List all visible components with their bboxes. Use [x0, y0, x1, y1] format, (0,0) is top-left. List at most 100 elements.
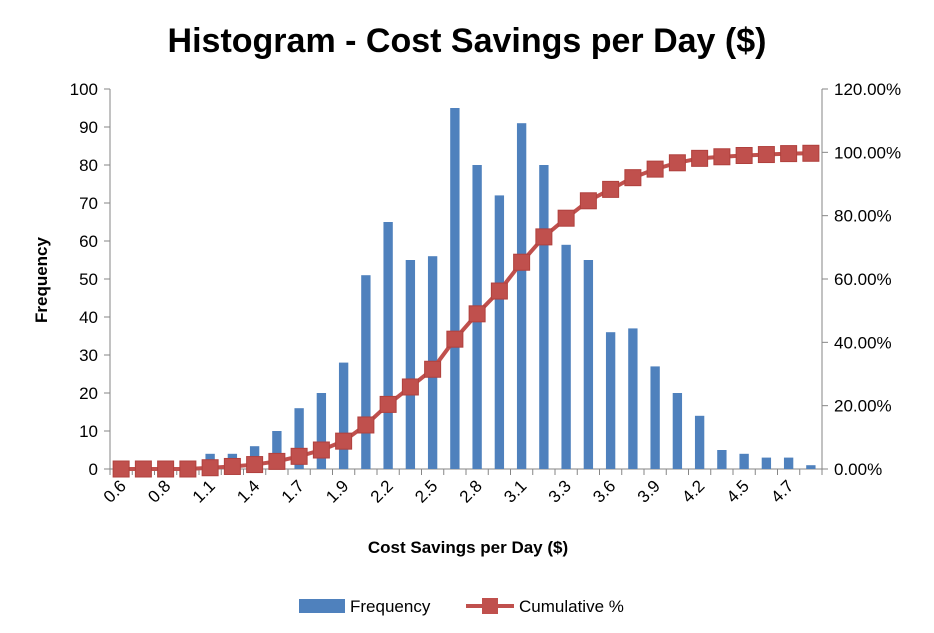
cumulative-line [121, 151, 811, 471]
frequency-bar [739, 453, 749, 469]
cumulative-point [468, 305, 486, 323]
y-left-tick-label: 80 [79, 156, 98, 175]
cumulative-point [513, 253, 531, 271]
frequency-bar [628, 328, 638, 469]
x-tick-label: 4.5 [723, 476, 753, 506]
y-right-tick-label: 20.00% [834, 397, 892, 416]
x-tick-label: 1.4 [233, 476, 263, 506]
y-right-tick-label: 60.00% [834, 270, 892, 289]
frequency-bar [316, 393, 327, 469]
cumulative-point [579, 192, 597, 210]
cumulative-point [490, 282, 508, 300]
cumulative-point [535, 228, 553, 246]
cumulative-point [802, 144, 820, 162]
y-left-tick-label: 60 [79, 232, 98, 251]
frequency-bar [583, 260, 594, 469]
cumulative-point [268, 452, 286, 470]
legend-label-frequency: Frequency [350, 597, 431, 616]
y-left-tick-label: 100 [70, 80, 98, 99]
y-left-tick-label: 40 [79, 308, 98, 327]
cumulative-point [335, 432, 353, 450]
frequency-bar [294, 408, 304, 469]
cumulative-point [646, 160, 664, 178]
x-tick-label: 3.6 [589, 476, 619, 506]
frequency-bar [650, 366, 660, 469]
x-tick-label: 1.7 [278, 476, 308, 506]
chart-title: Histogram - Cost Savings per Day ($) [168, 22, 767, 60]
y-left-tick-label: 90 [79, 118, 98, 137]
cumulative-point [446, 330, 464, 348]
cumulative-point [223, 457, 241, 475]
cumulative-point [668, 154, 686, 172]
x-tick-label: 4.2 [678, 476, 708, 506]
x-tick-label: 0.6 [100, 476, 130, 506]
cumulative-point [290, 447, 308, 465]
x-tick-label: 3.3 [545, 476, 575, 506]
frequency-bar [383, 222, 393, 469]
cumulative-point [112, 460, 130, 478]
x-tick-label: 1.9 [322, 476, 352, 506]
frequency-bar [761, 457, 772, 469]
y-right-tick-label: 120.00% [834, 80, 901, 99]
y-left-tick-label: 10 [79, 422, 98, 441]
cumulative-point [780, 145, 798, 163]
frequency-bar [539, 165, 549, 469]
legend-swatch-frequency [299, 599, 345, 613]
cumulative-point [602, 180, 620, 198]
cumulative-point [157, 460, 175, 478]
cumulative-point [379, 395, 397, 413]
frequency-bar [338, 362, 349, 469]
cumulative-point [557, 209, 575, 227]
frequency-bar [672, 393, 683, 469]
cumulative-point [424, 360, 442, 378]
x-tick-label: 3.1 [500, 476, 530, 506]
frequency-bar [516, 123, 527, 469]
frequency-bar [806, 465, 816, 469]
x-axis-title: Cost Savings per Day ($) [368, 538, 568, 557]
frequency-bar [783, 457, 794, 469]
y-right-tick-label: 0.00% [834, 460, 882, 479]
y-right-tick-label: 80.00% [834, 207, 892, 226]
frequency-bar [605, 332, 616, 469]
cumulative-point [134, 460, 152, 478]
cumulative-point [357, 416, 375, 434]
y-left-tick-label: 30 [79, 346, 98, 365]
frequency-bar [494, 195, 505, 469]
x-tick-label: 3.9 [634, 476, 664, 506]
x-tick-label: 0.8 [144, 476, 174, 506]
cumulative-point [757, 146, 775, 164]
y-right-tick-label: 40.00% [834, 333, 892, 352]
x-tick-label: 4.7 [767, 476, 797, 506]
cumulative-point [713, 148, 731, 166]
y-left-tick-label: 70 [79, 194, 98, 213]
cumulative-point [312, 441, 330, 459]
legend-swatch-cumulative-marker [482, 598, 498, 614]
y-right-tick-label: 100.00% [834, 143, 901, 162]
frequency-bar [694, 415, 705, 469]
frequency-bar [361, 275, 371, 469]
frequency-bar [450, 108, 460, 469]
cumulative-point [246, 456, 264, 474]
frequency-bar [405, 260, 416, 469]
frequency-bar [272, 431, 282, 469]
y-left-tick-label: 20 [79, 384, 98, 403]
plot-area: 0 10 20 30 40 50 60 70 80 90 100 0.00% 20.00% 40.00% 6… [70, 80, 902, 507]
x-tick-label: 2.5 [411, 476, 441, 506]
y-axis-title-left: Frequency [32, 236, 51, 323]
x-tick-label: 1.1 [189, 476, 219, 506]
y-left-tick-label: 0 [89, 460, 98, 479]
cumulative-point [179, 460, 197, 478]
legend: Frequency Cumulative % [299, 597, 624, 616]
frequency-bar [561, 244, 571, 469]
cumulative-point [624, 169, 642, 187]
cumulative-point [201, 459, 219, 477]
frequency-bar [717, 450, 727, 469]
x-tick-label: 2.8 [456, 476, 486, 506]
x-tick-label: 2.2 [367, 476, 397, 506]
cumulative-point [401, 378, 419, 396]
cumulative-point [735, 147, 753, 164]
y-left-tick-label: 50 [79, 270, 98, 289]
cumulative-point [691, 149, 709, 167]
